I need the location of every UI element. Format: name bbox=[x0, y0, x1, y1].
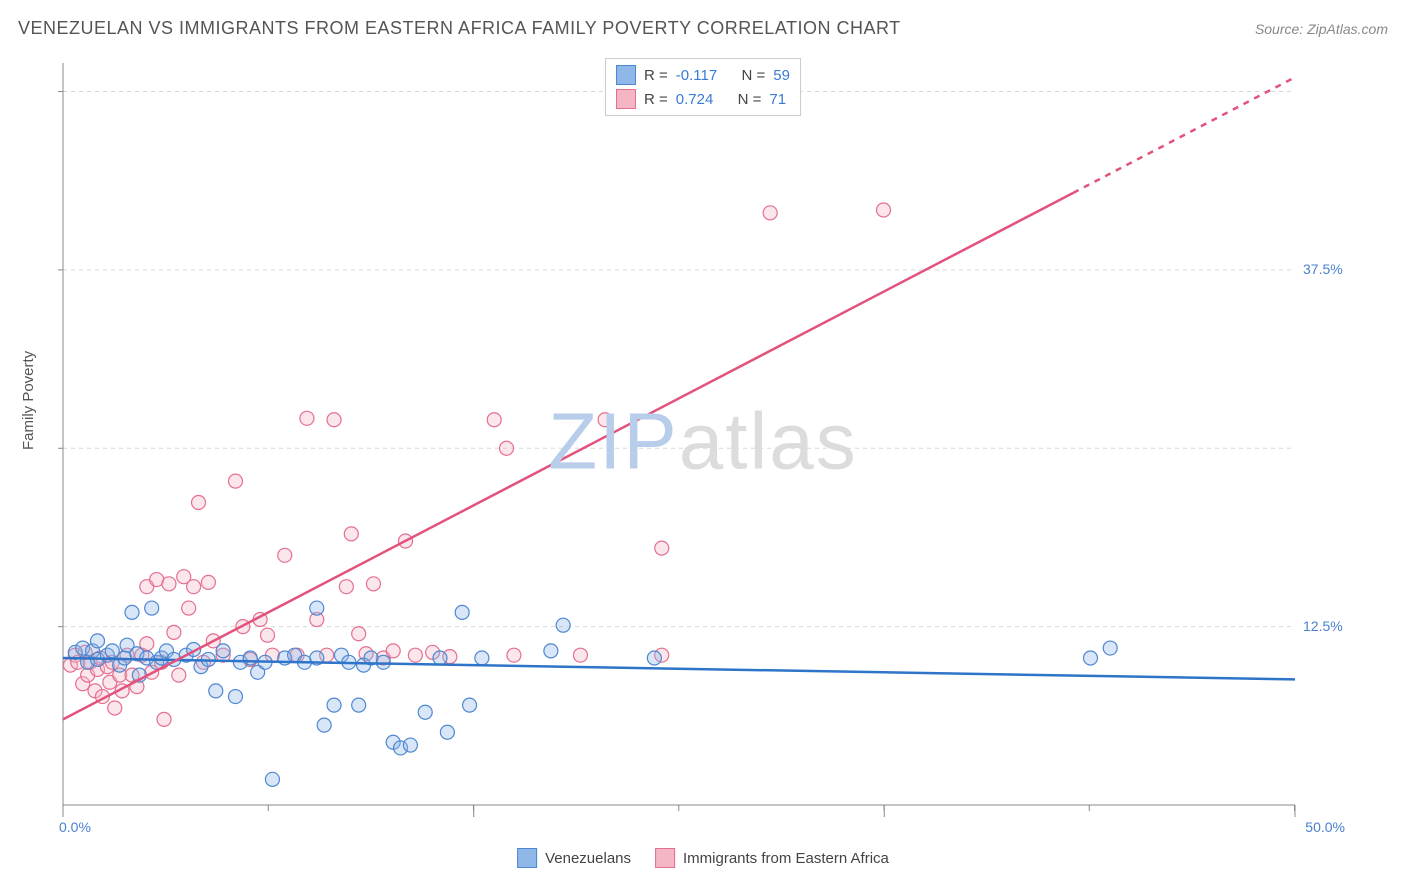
stats-legend-box: R = -0.117 N = 59 R = 0.724 N = 71 bbox=[605, 58, 801, 116]
stat-n-value-1: 71 bbox=[769, 91, 786, 108]
axis-tick-label: 37.5% bbox=[1303, 261, 1343, 277]
axis-tick-label: 50.0% bbox=[1305, 819, 1345, 835]
y-axis-label: Family Poverty bbox=[20, 351, 37, 450]
chart-title: VENEZUELAN VS IMMIGRANTS FROM EASTERN AF… bbox=[18, 18, 901, 39]
stats-row-series-0: R = -0.117 N = 59 bbox=[616, 63, 790, 87]
stat-r-label: R = bbox=[644, 67, 668, 84]
legend-item-1: Immigrants from Eastern Africa bbox=[655, 848, 889, 868]
stat-n-label: N = bbox=[738, 91, 762, 108]
legend-label-1: Immigrants from Eastern Africa bbox=[683, 850, 889, 867]
stat-r-label: R = bbox=[644, 91, 668, 108]
source-label: Source: ZipAtlas.com bbox=[1255, 21, 1388, 37]
legend-label-0: Venezuelans bbox=[545, 850, 631, 867]
legend-swatch-1 bbox=[655, 848, 675, 868]
axis-tick-label: 0.0% bbox=[59, 819, 91, 835]
axis-tick-label: 12.5% bbox=[1303, 618, 1343, 634]
stat-n-label: N = bbox=[742, 67, 766, 84]
bottom-legend: Venezuelans Immigrants from Eastern Afri… bbox=[517, 848, 889, 868]
legend-swatch-0 bbox=[517, 848, 537, 868]
stats-row-series-1: R = 0.724 N = 71 bbox=[616, 87, 790, 111]
stat-r-value-1: 0.724 bbox=[676, 91, 714, 108]
chart-svg bbox=[55, 55, 1355, 835]
legend-item-0: Venezuelans bbox=[517, 848, 631, 868]
stat-n-value-0: 59 bbox=[773, 67, 790, 84]
stat-r-value-0: -0.117 bbox=[676, 67, 717, 84]
swatch-series-0 bbox=[616, 65, 636, 85]
swatch-series-1 bbox=[616, 89, 636, 109]
chart-plot-area bbox=[55, 55, 1355, 835]
